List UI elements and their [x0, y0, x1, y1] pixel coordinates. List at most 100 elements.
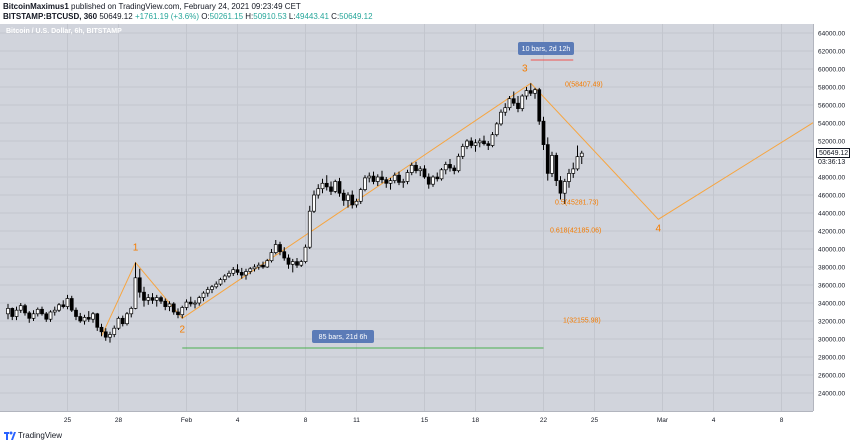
candle-body: [448, 164, 452, 169]
candle-body: [562, 181, 567, 194]
low-value: 49443.41: [295, 12, 329, 21]
candle-body: [567, 173, 571, 182]
candle-body: [86, 317, 91, 320]
candle-body: [27, 312, 32, 319]
candle-body: [409, 164, 414, 173]
brand-name[interactable]: TradingView: [18, 431, 63, 440]
fib-level-label[interactable]: 0.5(45281.73): [555, 199, 599, 206]
candle-body: [533, 89, 537, 94]
candle-body: [354, 200, 359, 206]
price-tick-label: 40000.00: [818, 247, 845, 254]
candle-body: [528, 90, 533, 94]
candle-body: [422, 168, 427, 178]
time-tick-label: 4: [712, 417, 716, 424]
candle-body: [426, 176, 431, 185]
chart-plot-area[interactable]: 1 2 3 4 0(58407.49) 0.5(45281.73) 0.618(42185.…: [0, 24, 813, 411]
price-tick-label: 62000.00: [818, 49, 845, 56]
price-axis[interactable]: 24000.00 26000.00 28000.00 30000.00 32000.00…: [813, 24, 850, 411]
time-axis[interactable]: 25 28 Feb 4 8 11 15 18 22 25 Mar 4 8: [0, 411, 813, 426]
price-tick-label: 36000.00: [818, 283, 845, 290]
wave-label[interactable]: 1: [133, 243, 139, 254]
candle-body: [363, 177, 367, 190]
candle: [499, 109, 503, 126]
candle-body: [150, 297, 155, 301]
candle-body: [307, 210, 312, 248]
price-tick-label: 52000.00: [818, 139, 845, 146]
fib-level-label[interactable]: 0.618(42185.06): [550, 227, 601, 234]
candle: [256, 262, 261, 270]
candle: [269, 249, 274, 263]
candle: [358, 187, 363, 204]
wave-label[interactable]: 4: [655, 223, 661, 234]
candle-body: [473, 142, 478, 146]
candle-body: [397, 174, 401, 183]
candle: [477, 138, 482, 148]
candle-body: [125, 313, 129, 325]
candle-body: [171, 303, 176, 313]
candle: [290, 258, 295, 273]
range-label[interactable]: 10 bars, 2d 12h: [518, 42, 574, 55]
range-label-text: 10 bars, 2d 12h: [522, 46, 571, 53]
time-axis-svg: 25 28 Feb 4 8 11 15 18 22 25 Mar 4 8: [64, 417, 784, 424]
candle: [384, 177, 389, 188]
candle-body: [550, 155, 554, 174]
candle-body: [329, 186, 333, 192]
price-tick-label: 24000.00: [818, 391, 845, 398]
candle: [392, 172, 397, 184]
candle-body: [239, 272, 244, 276]
candle-body: [222, 275, 227, 280]
candle-body: [456, 155, 461, 172]
candle: [44, 312, 49, 322]
candle: [320, 178, 325, 194]
wave-label[interactable]: 2: [179, 324, 185, 335]
time-tick-label: 11: [353, 417, 360, 424]
candle-body: [388, 180, 393, 184]
price-tick-label: 60000.00: [818, 67, 845, 74]
range-label[interactable]: 85 bars, 21d 6h: [312, 330, 374, 343]
high-value: 50910.53: [253, 12, 287, 21]
candle-body: [490, 134, 495, 146]
candle: [473, 139, 478, 152]
candle: [91, 312, 95, 323]
candle: [490, 132, 495, 148]
candle-body: [69, 298, 74, 311]
fib-level-label[interactable]: 1(32155.98): [563, 318, 601, 325]
price-tick-label: 48000.00: [818, 175, 845, 182]
time-tick-label: 25: [591, 417, 599, 424]
candle-body: [465, 140, 469, 147]
candle-body: [252, 266, 257, 270]
candle: [350, 190, 355, 209]
candle: [227, 270, 231, 278]
candle-body: [358, 189, 363, 202]
candle: [571, 162, 576, 178]
candle-body: [554, 155, 559, 181]
candle-body: [350, 194, 355, 206]
candle: [397, 171, 401, 186]
author-name[interactable]: BitcoinMaximus1: [3, 2, 69, 11]
candle: [52, 306, 57, 316]
candle-body: [469, 140, 474, 146]
candle-body: [375, 176, 380, 182]
candle: [371, 171, 376, 185]
price-tick-label: 44000.00: [818, 211, 845, 218]
candle: [27, 311, 32, 323]
price-tick-label: 26000.00: [818, 373, 845, 380]
time-tick-label: 25: [64, 417, 72, 424]
candle: [116, 316, 121, 330]
wave-label[interactable]: 3: [522, 63, 528, 74]
symbol-name: BITSTAMP:BTCUSD, 360: [3, 12, 98, 21]
symbol-line: BITSTAMP:BTCUSD, 360 50649.12 +1761.19 (…: [3, 12, 373, 21]
candle: [108, 331, 112, 343]
time-tick-label: 15: [421, 417, 429, 424]
price-tick-label: 54000.00: [818, 121, 845, 128]
candle-body: [133, 277, 138, 309]
candle: [333, 179, 338, 194]
chart-svg[interactable]: 1 2 3 4 0(58407.49) 0.5(45281.73) 0.618(42185.…: [0, 24, 813, 411]
bar-countdown: 03:36:13: [816, 158, 850, 169]
last-price: 50649.12: [99, 12, 133, 21]
candle: [40, 306, 44, 316]
wave-path[interactable]: [101, 82, 814, 337]
fib-level-label[interactable]: 0(58407.49): [565, 81, 603, 88]
candle: [541, 116, 546, 150]
candle: [69, 295, 74, 312]
